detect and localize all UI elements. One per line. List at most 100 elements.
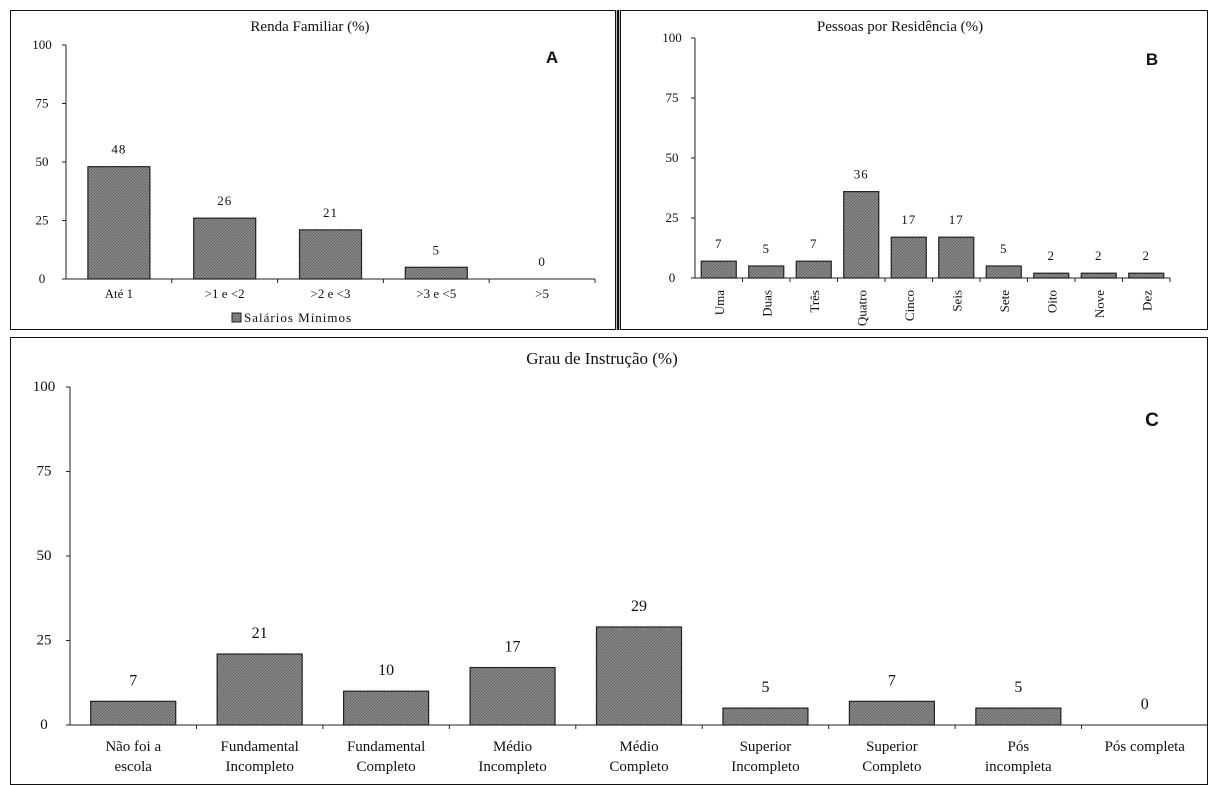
chart-a-legend-swatch xyxy=(231,312,242,323)
chart-b-bar xyxy=(1128,272,1165,279)
chart-c-data-label: 10 xyxy=(378,662,394,679)
chart-a-data-label: 48 xyxy=(111,142,126,157)
chart-b-data-label: 5 xyxy=(763,241,771,256)
chart-a-legend-label: Salários Mínimos xyxy=(244,310,352,325)
chart-a-category-label: >3 e <5 xyxy=(416,286,456,301)
chart-a-bar xyxy=(404,266,468,280)
chart-c-category-label: Não foi a escola xyxy=(105,739,161,775)
chart-b-category-label: Sete xyxy=(997,290,1012,313)
chart-c-category-label-line: Médio xyxy=(493,739,532,755)
chart-b-category-label: Duas xyxy=(759,290,774,317)
chart-c-y-tick-label: 100 xyxy=(33,379,56,395)
chart-c-category-label-line: Completo xyxy=(862,759,921,775)
chart-c-category-label-line: Pós xyxy=(1007,739,1029,755)
chart-c-category-label-line: Superior xyxy=(740,739,792,755)
chart-b-y-tick-label: 25 xyxy=(666,210,679,225)
chart-c-bar xyxy=(343,690,430,726)
chart-c-bar xyxy=(722,707,809,726)
chart-b-bar xyxy=(1033,272,1070,279)
chart-c-y-tick-label: 75 xyxy=(37,464,52,480)
chart-b-bar xyxy=(1080,272,1117,279)
chart-a-bar xyxy=(193,217,257,280)
chart-c-category-label-line: escola xyxy=(114,759,152,775)
chart-c-bar xyxy=(848,700,935,726)
panel-c-letter: C xyxy=(1145,410,1159,431)
chart-c-category-label-line: Incompleto xyxy=(226,759,294,775)
chart-b-title: Pessoas por Residência (%) xyxy=(817,19,983,35)
chart-a-title: Renda Familiar (%) xyxy=(250,19,369,35)
chart-c-bar xyxy=(216,653,303,726)
panel-b-frame xyxy=(620,10,1208,330)
chart-c-category-label-line: Não foi a xyxy=(105,739,161,755)
chart-a-data-label: 0 xyxy=(538,254,546,269)
chart-b-data-label: 17 xyxy=(901,212,916,227)
chart-b-bar xyxy=(843,191,880,279)
chart-c-category-label-line: Fundamental xyxy=(221,739,299,755)
chart-b-data-label: 2 xyxy=(1143,248,1151,263)
chart-c-category-label-line: Incompleto xyxy=(731,759,799,775)
chart-a-legend: Salários Mínimos xyxy=(231,310,352,325)
chart-a-data-label: 5 xyxy=(433,242,441,257)
chart-b-data-label: 7 xyxy=(810,236,818,251)
chart-b-bar xyxy=(938,236,975,279)
chart-c-category-label-line: Completo xyxy=(357,759,416,775)
chart-c-bar xyxy=(90,700,177,726)
chart-b-category-label: Nove xyxy=(1092,290,1107,318)
chart-b-data-label: 5 xyxy=(1000,241,1008,256)
chart-b-category-label: Oito xyxy=(1044,290,1059,313)
chart-c-category-label: Médio Completo xyxy=(609,739,668,775)
chart-c-bar xyxy=(975,707,1062,726)
chart-b-data-label: 2 xyxy=(1048,248,1056,263)
chart-c-category-label: Superior Incompleto xyxy=(731,739,799,775)
chart-c-category-label: Superior Completo xyxy=(862,739,921,775)
chart-a-bar xyxy=(87,166,151,280)
chart-b-bar xyxy=(748,265,785,279)
chart-b-bar xyxy=(985,265,1022,279)
chart-a-data-label: 26 xyxy=(217,193,232,208)
chart-c-category-label: Pós completa xyxy=(1105,739,1186,755)
chart-a-y-tick-label: 0 xyxy=(39,271,46,286)
chart-a-category-label: Até 1 xyxy=(105,286,134,301)
chart-a-y-tick-label: 50 xyxy=(36,154,49,169)
chart-b-category-label: Três xyxy=(807,290,822,313)
chart-c-category-label-line: Pós completa xyxy=(1105,739,1186,755)
chart-c-category-label: Fundamental Incompleto xyxy=(221,739,299,775)
chart-c-y-tick-label: 0 xyxy=(40,717,48,733)
chart-c-data-label: 21 xyxy=(252,625,268,642)
chart-c-data-label: 17 xyxy=(505,639,521,656)
chart-a-bar xyxy=(298,229,363,280)
chart-c-data-label: 5 xyxy=(1014,679,1022,696)
chart-c-y-tick-label: 50 xyxy=(37,548,52,564)
chart-a-y-tick-label: 75 xyxy=(36,96,49,111)
panel-a-frame xyxy=(10,10,616,330)
chart-b-data-label: 7 xyxy=(715,236,723,251)
chart-b-bar xyxy=(890,236,927,279)
chart-b-category-label: Quatro xyxy=(854,290,869,326)
chart-c-bar xyxy=(595,626,683,726)
chart-b-category-label: Seis xyxy=(949,290,964,312)
chart-b-bar xyxy=(700,260,737,279)
chart-c-data-label: 0 xyxy=(1141,696,1149,713)
chart-c-category-label-line: Superior xyxy=(866,739,918,755)
chart-c-category-label-line: incompleta xyxy=(985,759,1052,775)
chart-b-data-label: 17 xyxy=(949,212,964,227)
chart-c-data-label: 7 xyxy=(888,672,896,689)
chart-c-data-label: 29 xyxy=(631,598,647,615)
chart-b-bar xyxy=(795,260,832,279)
panel-a-letter: A xyxy=(546,48,558,67)
chart-a-y-tick-label: 25 xyxy=(36,213,49,228)
panel-b-pessoas-por-residencia: Pessoas por Residência (%) B 0255075100 … xyxy=(662,19,1171,326)
chart-b-y-tick-label: 50 xyxy=(666,150,679,165)
chart-b-category-label: Uma xyxy=(712,290,727,316)
chart-b-y-tick-label: 75 xyxy=(666,90,679,105)
chart-c-title: Grau de Instrução (%) xyxy=(526,349,678,368)
chart-c-category-label-line: Completo xyxy=(609,759,668,775)
chart-c-category-label-line: Incompleto xyxy=(478,759,546,775)
chart-b-category-label: Cinco xyxy=(902,290,917,321)
chart-c-data-label: 5 xyxy=(761,679,769,696)
panel-b-letter: B xyxy=(1146,50,1158,69)
chart-c-y-tick-label: 25 xyxy=(37,633,52,649)
